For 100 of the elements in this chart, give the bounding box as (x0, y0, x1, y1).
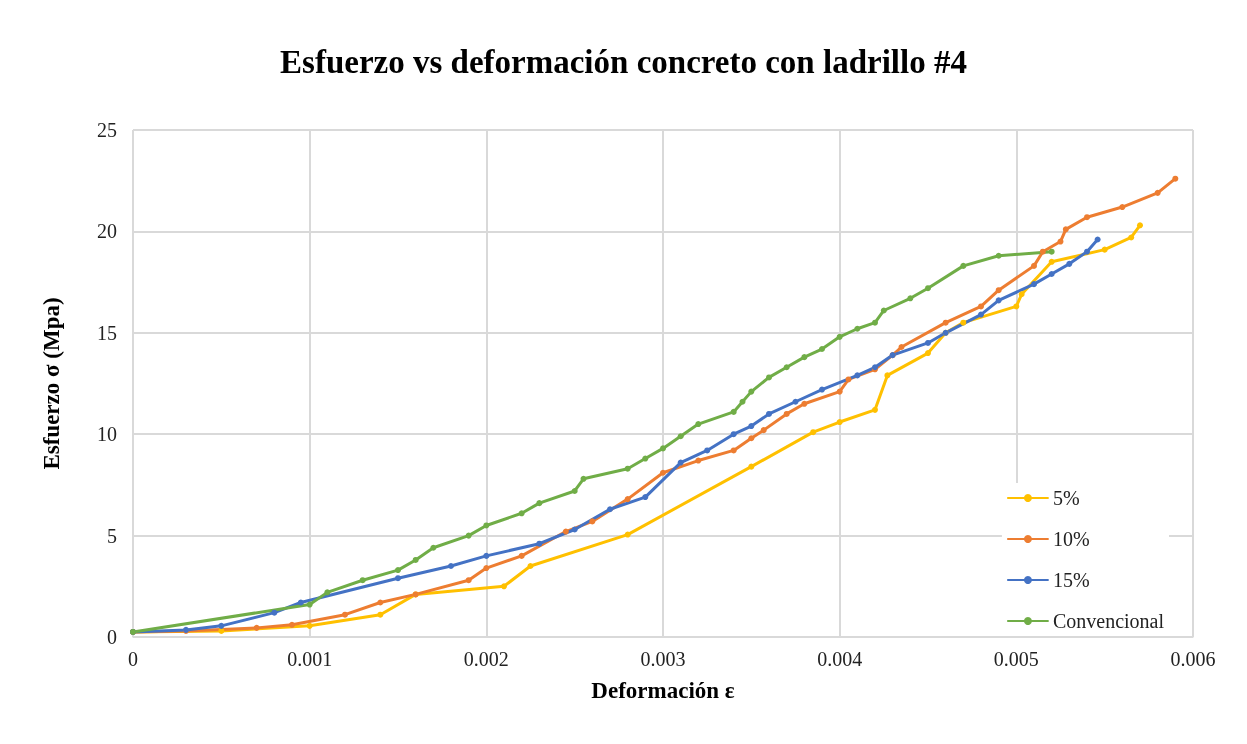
point (589, 518, 596, 525)
point (760, 427, 767, 434)
point (395, 575, 401, 582)
point (836, 388, 843, 395)
point (792, 398, 799, 405)
y-tick-label: 25 (97, 119, 117, 141)
point (1101, 246, 1108, 253)
point (1018, 291, 1025, 298)
x-tick-label: 0.006 (1170, 648, 1216, 670)
point (448, 563, 454, 570)
point (660, 445, 666, 452)
x-tick-label: 0.003 (640, 648, 686, 670)
point (1048, 248, 1055, 255)
point (306, 622, 313, 629)
point (377, 611, 384, 618)
point (801, 400, 808, 407)
point (960, 319, 967, 326)
point (819, 346, 825, 353)
point (642, 494, 649, 501)
legend-label: Convencional (1052, 610, 1165, 632)
point (748, 463, 755, 470)
point (872, 406, 878, 413)
point (571, 487, 578, 494)
y-tick-label: 5 (107, 524, 117, 547)
point (271, 609, 278, 616)
legend-label: 15% (1052, 569, 1090, 591)
legend-label: 10% (1052, 528, 1090, 550)
point (465, 577, 472, 584)
point (766, 410, 772, 417)
point (1048, 258, 1055, 265)
point (884, 372, 891, 379)
x-tick-label: 0.001 (287, 648, 333, 670)
legend-label: 5% (1052, 487, 1080, 509)
x-tick-label: 0.002 (463, 648, 509, 670)
point (1013, 303, 1020, 310)
point (739, 398, 746, 405)
point (836, 419, 843, 426)
point (1128, 234, 1135, 241)
point (359, 577, 366, 584)
point (978, 303, 984, 310)
point (995, 252, 1002, 259)
point (527, 563, 534, 570)
point (483, 565, 490, 572)
point (483, 552, 490, 559)
point (465, 532, 472, 539)
point (536, 500, 543, 507)
point (1154, 189, 1161, 196)
chart-title: Esfuerzo vs deformación concreto con ladrillo #4 (280, 43, 967, 80)
point (1094, 236, 1101, 243)
point (872, 319, 878, 326)
y-tick-label: 10 (97, 423, 117, 446)
point (730, 431, 737, 438)
point (607, 506, 613, 513)
point (801, 354, 808, 361)
y-axis-title: Esfuerzo σ (Mpa) (39, 297, 64, 470)
point (1039, 248, 1046, 255)
y-tick-label: 20 (97, 220, 117, 243)
point (1119, 204, 1126, 211)
point (1057, 238, 1064, 245)
point (748, 388, 755, 395)
point (518, 552, 525, 559)
point (1031, 281, 1037, 288)
point (536, 540, 543, 547)
point (624, 496, 631, 503)
point (218, 622, 225, 629)
point (253, 624, 260, 631)
point (748, 423, 755, 430)
point (1031, 262, 1037, 269)
point (880, 307, 887, 314)
point (854, 325, 861, 332)
point (810, 429, 817, 436)
point (324, 589, 331, 596)
point (730, 408, 737, 415)
point (412, 556, 419, 563)
point (1084, 248, 1090, 255)
point (430, 544, 437, 551)
point (925, 285, 931, 292)
point (766, 374, 772, 381)
point (624, 531, 631, 538)
point (836, 333, 843, 340)
y-tick-label: 15 (97, 321, 117, 344)
point (289, 621, 295, 628)
point (501, 583, 507, 590)
point (854, 372, 861, 379)
x-tick-label: 0.005 (993, 648, 1039, 670)
point (395, 567, 401, 574)
point (783, 410, 790, 417)
y-tick-label: 0 (107, 626, 117, 648)
point (783, 364, 790, 371)
point (562, 528, 569, 535)
point (677, 459, 684, 466)
point (1066, 260, 1073, 267)
point (1084, 214, 1090, 221)
point (704, 447, 711, 454)
point (580, 475, 587, 482)
point (925, 350, 931, 357)
x-axis-title: Deformación ε (591, 678, 735, 703)
point (1137, 222, 1143, 229)
point (898, 344, 905, 350)
point (695, 421, 702, 428)
